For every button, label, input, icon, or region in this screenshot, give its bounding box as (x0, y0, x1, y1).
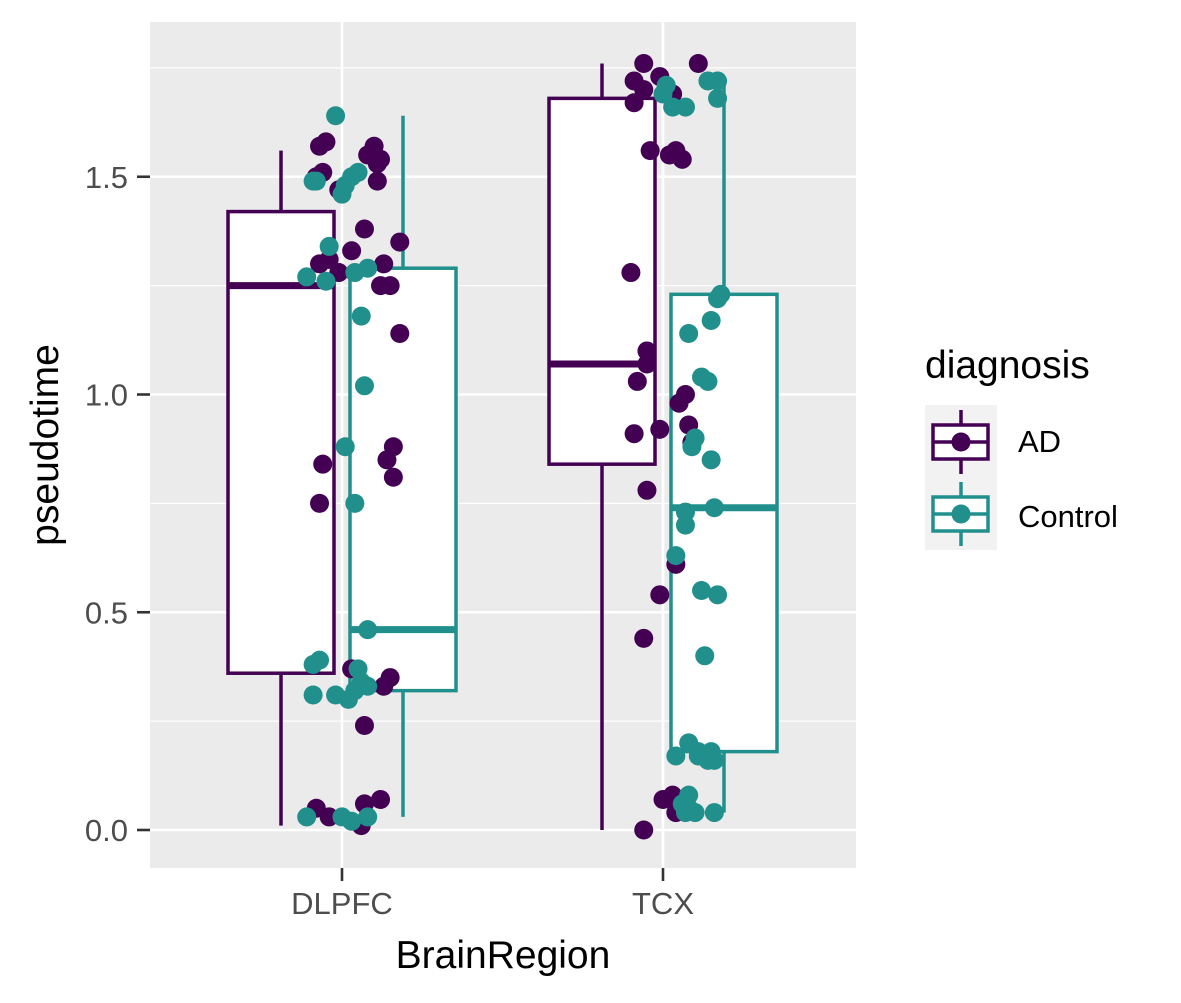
point-ad (371, 790, 391, 810)
point-control (675, 97, 695, 117)
point-control (701, 310, 721, 330)
point-control (297, 267, 317, 287)
points (297, 54, 731, 840)
point-ad (637, 341, 657, 361)
point-ad (377, 450, 397, 470)
point-control (351, 306, 371, 326)
point-ad (390, 324, 410, 344)
point-ad (624, 93, 644, 113)
point-ad (627, 371, 647, 391)
point-ad (374, 676, 394, 696)
point-control (708, 289, 728, 309)
point-control (358, 620, 378, 640)
point-control (332, 184, 352, 204)
legend-key-point-control (951, 504, 971, 524)
point-ad (653, 790, 673, 810)
point-control (345, 493, 365, 513)
point-control (303, 685, 323, 705)
point-control (704, 498, 724, 518)
point-control (682, 437, 702, 457)
point-ad (637, 480, 657, 500)
point-ad (313, 454, 333, 474)
point-control (708, 71, 728, 91)
point-control (338, 689, 358, 709)
point-control (653, 84, 673, 104)
point-control (679, 324, 699, 344)
legend-label-ad: AD (1018, 424, 1061, 459)
point-ad (383, 467, 403, 487)
point-control (666, 546, 686, 566)
point-ad (637, 354, 657, 374)
point-control (354, 376, 374, 396)
point-control (704, 803, 724, 823)
x-axis: DLPFC TCX (291, 868, 694, 921)
point-ad (634, 628, 654, 648)
legend-key-point-ad (951, 432, 971, 452)
point-control (666, 746, 686, 766)
point-control (326, 106, 346, 126)
point-control (692, 580, 712, 600)
point-ad (310, 493, 330, 513)
point-control (335, 437, 355, 457)
point-control (675, 515, 695, 535)
point-control (345, 263, 365, 283)
point-control (306, 171, 326, 191)
y-axis-title: pseudotime (24, 344, 67, 546)
x-tick-label: TCX (632, 886, 694, 921)
point-control (319, 236, 339, 256)
point-ad (650, 585, 670, 605)
point-control (358, 807, 378, 827)
point-ad (669, 393, 689, 413)
point-ad (367, 154, 387, 174)
x-axis-title: BrainRegion (396, 934, 611, 977)
point-control (698, 371, 718, 391)
y-tick-label: 0.0 (85, 813, 128, 848)
point-ad (374, 254, 394, 274)
y-tick-label: 1.5 (85, 160, 128, 195)
point-ad (380, 276, 400, 296)
point-control (708, 88, 728, 108)
legend-label-control: Control (1018, 499, 1118, 534)
y-tick-label: 0.5 (85, 595, 128, 630)
point-ad (650, 419, 670, 439)
legend: diagnosis AD Control (925, 344, 1118, 550)
point-ad (354, 715, 374, 735)
point-ad (634, 80, 654, 100)
legend-keys (931, 410, 990, 546)
point-ad (634, 54, 654, 74)
point-ad (672, 149, 692, 169)
legend-title: diagnosis (925, 344, 1090, 387)
point-ad (624, 424, 644, 444)
point-ad (367, 171, 387, 191)
point-ad (688, 54, 708, 74)
point-control (316, 271, 336, 291)
point-control (704, 750, 724, 770)
point-ad (634, 820, 654, 840)
point-ad (390, 232, 410, 252)
point-control (675, 502, 695, 522)
point-control (297, 807, 317, 827)
point-control (708, 585, 728, 605)
point-control (342, 811, 362, 831)
point-control (695, 646, 715, 666)
point-ad (316, 132, 336, 152)
point-ad (310, 254, 330, 274)
point-ad (354, 219, 374, 239)
y-axis: 0.0 0.5 1.0 1.5 (85, 160, 150, 848)
point-ad (342, 241, 362, 261)
y-tick-label: 1.0 (85, 378, 128, 413)
box-ad-tcx (547, 96, 657, 466)
x-tick-label: DLPFC (291, 886, 393, 921)
point-ad (621, 263, 641, 283)
point-control (675, 803, 695, 823)
point-control (701, 450, 721, 470)
point-ad (640, 141, 660, 161)
point-control (303, 655, 323, 675)
